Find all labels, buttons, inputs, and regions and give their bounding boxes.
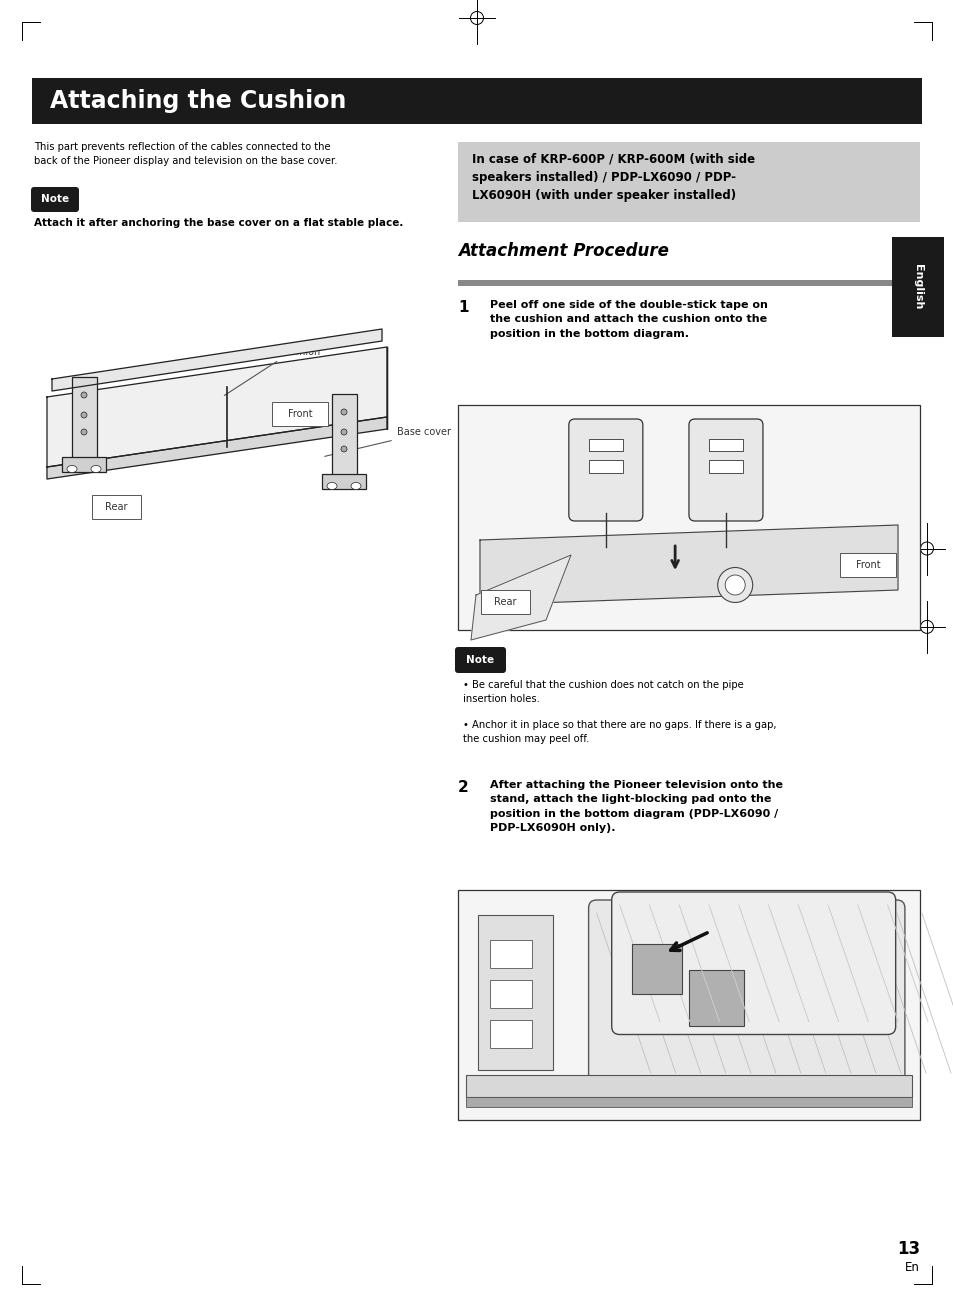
Text: Attach it after anchoring the base cover on a flat stable place.: Attach it after anchoring the base cover…	[34, 218, 403, 229]
Text: Attaching the Cushion: Attaching the Cushion	[50, 89, 346, 114]
Text: Rear: Rear	[105, 502, 128, 512]
Text: • Be careful that the cushion does not catch on the pipe
insertion holes.: • Be careful that the cushion does not c…	[462, 680, 743, 704]
Text: Peel off one side of the double-stick tape on
the cushion and attach the cushion: Peel off one side of the double-stick ta…	[490, 300, 767, 338]
Ellipse shape	[81, 411, 87, 418]
Bar	[457, 142, 919, 222]
FancyBboxPatch shape	[611, 892, 895, 1034]
FancyBboxPatch shape	[480, 590, 530, 614]
Ellipse shape	[340, 428, 347, 435]
Text: En: En	[904, 1262, 919, 1273]
Polygon shape	[52, 329, 381, 390]
Bar	[32, 78, 921, 124]
Bar	[62, 457, 106, 471]
Bar	[477, 916, 553, 1070]
Ellipse shape	[340, 409, 347, 415]
FancyBboxPatch shape	[455, 646, 505, 673]
Text: In case of KRP-600P / KRP-600M (with side
speakers installed) / PDP-LX6090 / PDP: In case of KRP-600P / KRP-600M (with sid…	[472, 151, 755, 202]
Text: Cushion: Cushion	[281, 347, 320, 357]
Ellipse shape	[327, 482, 336, 490]
Bar	[588, 439, 622, 451]
Bar	[457, 279, 919, 286]
Text: Note: Note	[41, 195, 69, 205]
Bar	[688, 970, 743, 1025]
Ellipse shape	[81, 428, 87, 435]
Ellipse shape	[81, 392, 87, 398]
Polygon shape	[47, 347, 387, 468]
Text: 13: 13	[896, 1239, 919, 1258]
Bar	[465, 1075, 911, 1097]
Bar	[708, 460, 742, 473]
Text: This part prevents reflection of the cables connected to the
back of the Pioneer: This part prevents reflection of the cab…	[34, 142, 337, 166]
FancyBboxPatch shape	[688, 419, 762, 521]
Text: 1: 1	[457, 300, 468, 315]
FancyBboxPatch shape	[91, 495, 141, 518]
Bar	[490, 1020, 532, 1047]
Polygon shape	[479, 525, 897, 605]
FancyBboxPatch shape	[588, 900, 904, 1087]
Bar	[490, 940, 532, 968]
Text: 2: 2	[457, 780, 468, 795]
Bar	[891, 236, 943, 337]
Text: Base cover: Base cover	[396, 427, 451, 438]
Text: After attaching the Pioneer television onto the
stand, attach the light-blocking: After attaching the Pioneer television o…	[490, 780, 782, 833]
Text: • Anchor it in place so that there are no gaps. If there is a gap,
the cushion m: • Anchor it in place so that there are n…	[462, 720, 776, 743]
FancyBboxPatch shape	[272, 402, 328, 426]
FancyBboxPatch shape	[30, 187, 79, 212]
Ellipse shape	[340, 447, 347, 452]
Text: Rear: Rear	[494, 597, 517, 607]
Bar	[631, 944, 681, 994]
Bar	[71, 377, 96, 462]
FancyBboxPatch shape	[568, 419, 642, 521]
Text: Attachment Procedure: Attachment Procedure	[457, 242, 668, 260]
Ellipse shape	[717, 568, 752, 602]
Bar	[322, 474, 366, 488]
Bar	[490, 980, 532, 1008]
Ellipse shape	[67, 465, 77, 473]
Bar	[331, 394, 356, 479]
Bar	[457, 405, 919, 629]
Text: English: English	[912, 264, 923, 310]
Ellipse shape	[351, 482, 360, 490]
Bar	[457, 889, 919, 1121]
Polygon shape	[47, 417, 387, 479]
Bar	[465, 1097, 911, 1107]
Polygon shape	[471, 555, 571, 640]
Text: Front: Front	[288, 409, 312, 419]
Text: Note: Note	[466, 656, 494, 665]
Ellipse shape	[724, 575, 744, 596]
FancyBboxPatch shape	[840, 552, 895, 577]
Ellipse shape	[91, 465, 101, 473]
Bar	[708, 439, 742, 451]
Bar	[588, 460, 622, 473]
Text: Front: Front	[855, 560, 880, 569]
